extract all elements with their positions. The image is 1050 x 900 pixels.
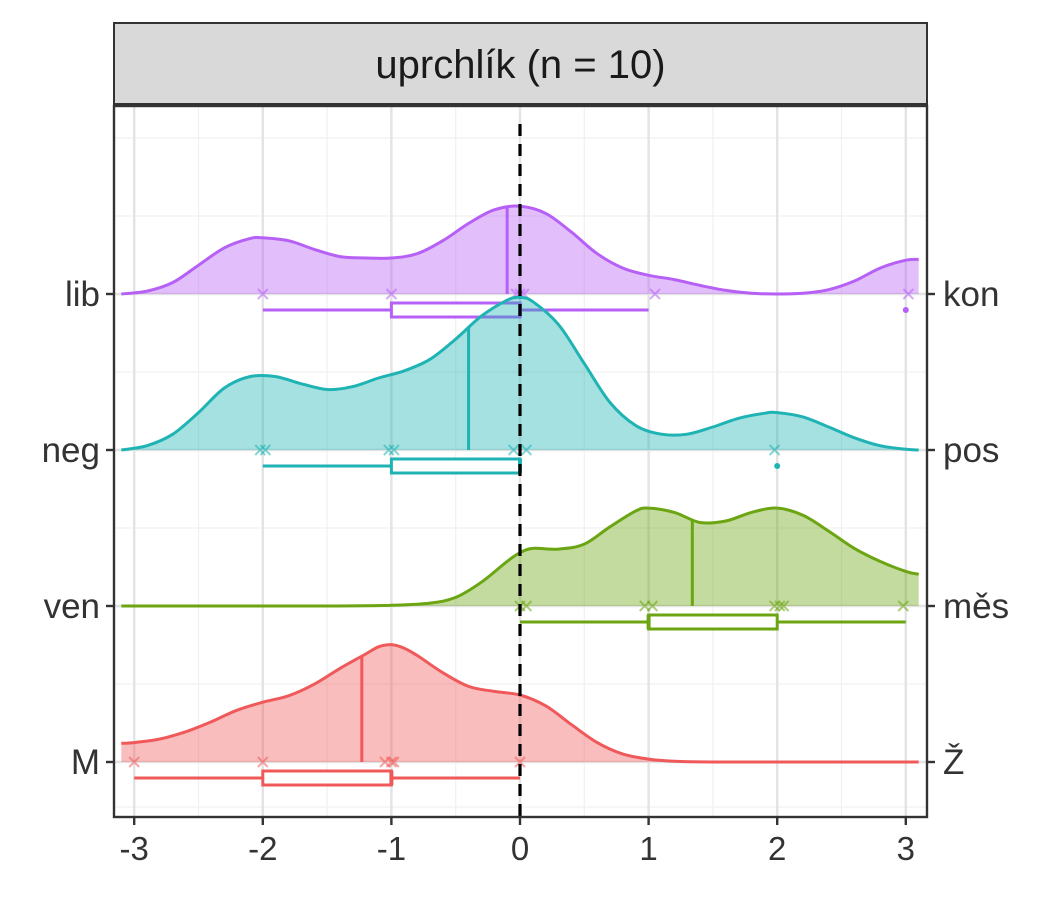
data-point bbox=[388, 444, 400, 456]
data-point bbox=[383, 444, 395, 456]
data-point bbox=[257, 756, 269, 768]
right-category-label: pos bbox=[943, 431, 999, 470]
data-point bbox=[649, 288, 661, 300]
data-point bbox=[388, 756, 400, 768]
data-point bbox=[774, 600, 786, 612]
data-point bbox=[777, 600, 790, 612]
density-area-M bbox=[121, 644, 919, 763]
density-line-neg bbox=[121, 295, 919, 452]
left-category-label: neg bbox=[42, 431, 100, 470]
left-category-label: lib bbox=[65, 275, 100, 314]
density-area-ven bbox=[121, 507, 919, 607]
data-point bbox=[768, 600, 781, 612]
data-point bbox=[520, 444, 533, 456]
density-line-ven bbox=[121, 506, 920, 608]
right-category-label: Ž bbox=[943, 743, 964, 782]
x-tick-label: -3 bbox=[120, 830, 149, 867]
chart-title: uprchlík (n = 10) bbox=[375, 43, 665, 87]
data-point bbox=[902, 288, 915, 300]
density-line-M bbox=[121, 643, 919, 764]
data-point bbox=[646, 600, 659, 612]
outlier-point bbox=[902, 307, 909, 313]
right-category-label: kon bbox=[943, 275, 999, 314]
x-tick-label: 3 bbox=[897, 830, 915, 867]
x-tick-label: 0 bbox=[511, 830, 529, 867]
data-point bbox=[507, 444, 520, 456]
x-tick-label: -2 bbox=[248, 830, 277, 867]
data-point bbox=[897, 600, 909, 612]
data-point bbox=[385, 756, 398, 768]
data-point bbox=[259, 444, 272, 456]
data-point bbox=[514, 756, 526, 768]
data-point bbox=[254, 444, 266, 456]
data-point bbox=[385, 288, 398, 300]
box-ven bbox=[647, 613, 779, 631]
box-neg bbox=[389, 457, 522, 475]
data-point bbox=[257, 288, 269, 300]
x-tick-label: -1 bbox=[377, 830, 406, 867]
x-tick-label: 2 bbox=[768, 830, 786, 867]
left-category-label: ven bbox=[44, 587, 100, 626]
outlier-point bbox=[774, 463, 781, 469]
data-point bbox=[128, 756, 140, 768]
box-M bbox=[261, 769, 393, 787]
data-point bbox=[768, 444, 781, 456]
right-category-label: měs bbox=[943, 587, 1009, 626]
data-point bbox=[520, 600, 533, 612]
left-category-label: M bbox=[71, 743, 100, 782]
strip-background bbox=[113, 22, 928, 105]
x-tick-label: 1 bbox=[639, 830, 657, 867]
